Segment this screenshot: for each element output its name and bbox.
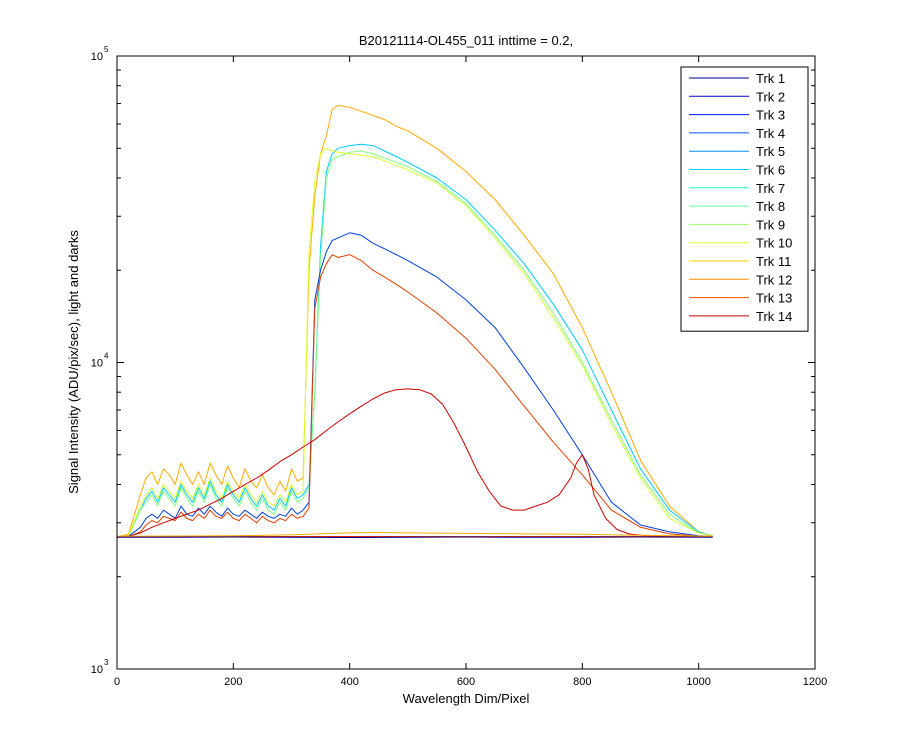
- x-axis-label: Wavelength Dim/Pixel: [403, 691, 530, 706]
- legend-label: Trk 10: [756, 236, 792, 251]
- y-tick-exponent: 4: [104, 352, 109, 361]
- legend-label: Trk 13: [756, 291, 792, 306]
- series-line: [116, 232, 713, 538]
- legend-label: Trk 9: [756, 217, 785, 232]
- legend-label: Trk 4: [756, 126, 785, 141]
- y-tick-exponent: 5: [104, 45, 109, 54]
- series-group: [116, 104, 713, 538]
- legend-label: Trk 12: [756, 272, 792, 287]
- series-line: [117, 254, 713, 538]
- series-line: [116, 104, 713, 538]
- x-tick-label: 400: [340, 676, 358, 688]
- plot-frame: [116, 55, 816, 670]
- y-tick-exponent: 3: [104, 658, 109, 667]
- series-line: [117, 536, 713, 538]
- legend-label: Trk 14: [756, 309, 792, 324]
- series-line: [116, 388, 713, 538]
- x-tick-label: 800: [573, 676, 591, 688]
- legend-label: Trk 6: [756, 163, 785, 178]
- legend-box: [680, 66, 809, 332]
- legend-label: Trk 2: [756, 89, 785, 104]
- chart-title: B20121114-OL455_011 inttime = 0.2,: [359, 33, 573, 48]
- legend-label: Trk 5: [756, 144, 785, 159]
- legend-label: Trk 7: [756, 181, 785, 196]
- x-tick-label: 1200: [803, 676, 827, 688]
- series-line: [116, 150, 713, 538]
- x-tick-label: 200: [224, 676, 242, 688]
- legend-label: Trk 3: [756, 108, 785, 123]
- x-tick-label: 600: [457, 676, 475, 688]
- y-tick-label: 10: [91, 358, 103, 370]
- y-tick-label: 10: [91, 664, 103, 676]
- legend-label: Trk 8: [756, 199, 785, 214]
- legend-label: Trk 1: [756, 71, 785, 86]
- legend: Trk 1 Trk 2 Trk 3 Trk 4 Trk 5 Trk 6 Trk 7 Trk 8…: [680, 66, 809, 332]
- series-line: [116, 531, 713, 537]
- y-axis-label: Signal Intensity (ADU/pix/sec), light an…: [66, 230, 81, 494]
- x-tick-label: 0: [114, 676, 120, 688]
- series-line: [116, 147, 713, 538]
- legend-label: Trk 11: [756, 254, 791, 269]
- series-line: [116, 143, 713, 538]
- y-tick-label: 10: [91, 51, 103, 63]
- x-tick-label: 1000: [686, 676, 710, 688]
